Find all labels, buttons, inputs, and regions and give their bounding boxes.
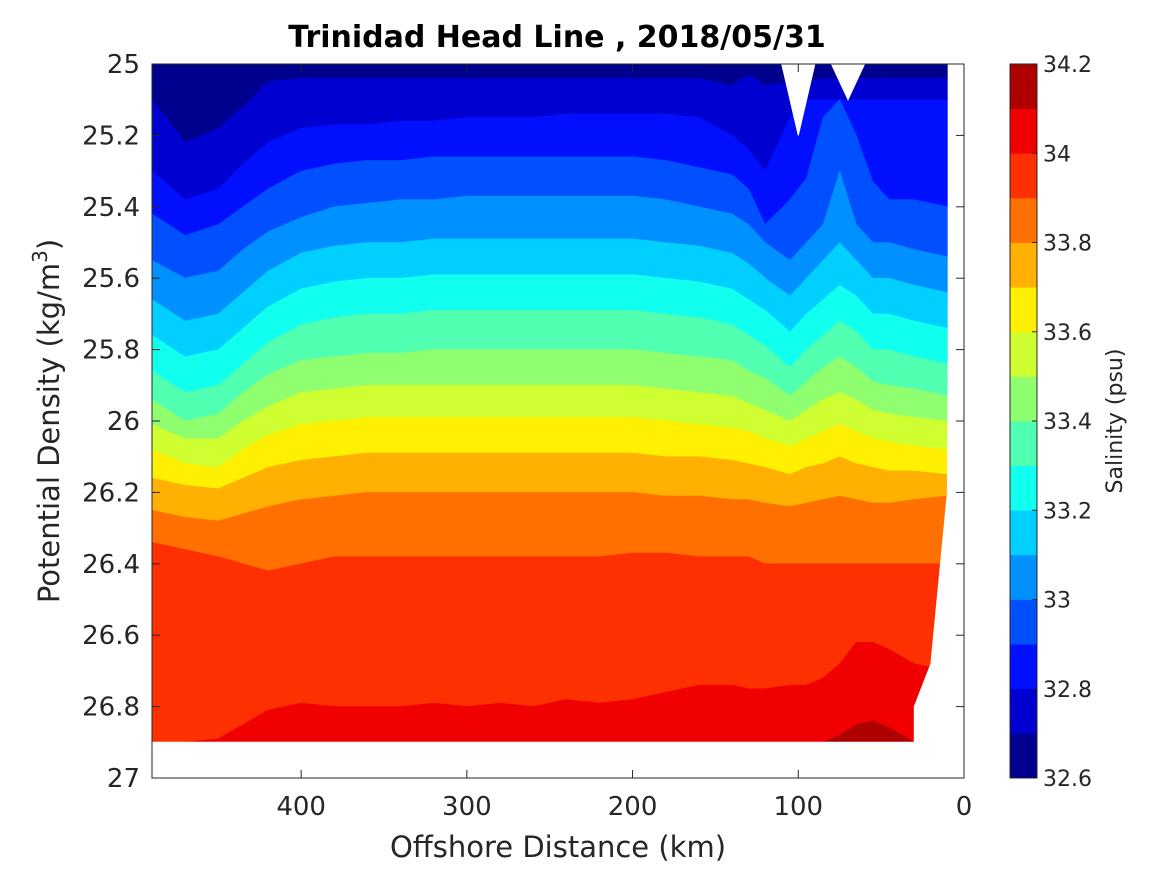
plot-area: 400 300 200 100 0 25 25.2 25.4 25.6 25.8 26 26.2 26… (82, 50, 972, 822)
colorbar: 32.6 32.8 33 33.2 33.4 33.6 33.8 34 34.2 Salinit… (1009, 53, 1128, 792)
no-data-region-3 (151, 741, 965, 779)
colorbar-swatch-11 (1010, 242, 1037, 288)
y-tick-label: 25.4 (82, 193, 140, 223)
y-tick-label: 26 (107, 407, 140, 437)
colorbar-tick-label: 33.4 (1043, 410, 1092, 435)
colorbar-tick-label: 32.8 (1043, 678, 1092, 703)
x-tick-label: 200 (608, 792, 658, 822)
x-tick-label: 400 (276, 792, 326, 822)
y-axis-label-tail: ) (32, 239, 66, 250)
colorbar-swatch-1 (1010, 688, 1037, 734)
x-tick-label: 100 (773, 792, 823, 822)
colorbar-tick-label: 32.6 (1043, 767, 1092, 792)
colorbar-tick-label: 33.6 (1043, 321, 1092, 346)
colorbar-swatches (1010, 64, 1037, 779)
x-tick-label: 0 (956, 792, 973, 822)
y-tick-label: 25.6 (82, 264, 140, 294)
y-tick-label: 25 (107, 50, 140, 80)
colorbar-swatch-15 (1010, 64, 1037, 109)
colorbar-swatch-6 (1010, 465, 1037, 511)
colorbar-tick-label: 34.2 (1043, 53, 1092, 78)
colorbar-swatch-0 (1010, 733, 1037, 779)
y-tick-label: 26.2 (82, 478, 140, 508)
y-tick-label: 25.2 (82, 121, 140, 151)
colorbar-swatch-14 (1010, 108, 1037, 154)
contour-bands (151, 63, 948, 743)
y-tick-label: 27 (107, 764, 140, 794)
colorbar-swatch-4 (1010, 554, 1037, 600)
chart-title: Trinidad Head Line , 2018/05/31 (288, 20, 825, 55)
colorbar-swatch-9 (1010, 331, 1037, 377)
colorbar-tick-label: 33.2 (1043, 499, 1092, 524)
y-axis-label-main: Potential Density (kg/m (32, 263, 66, 603)
y-tick-label: 25.8 (82, 336, 140, 366)
y-axis-label-superscript: 3 (28, 250, 52, 263)
colorbar-tick-label: 34 (1043, 142, 1071, 167)
colorbar-tick-label: 33.8 (1043, 232, 1092, 257)
y-axis-label: Potential Density (kg/m3) (28, 239, 66, 603)
colorbar-tick-label: 33 (1043, 589, 1071, 614)
y-tick-label: 26.4 (82, 550, 140, 580)
colorbar-swatch-13 (1010, 153, 1037, 199)
y-tick-label: 26.6 (82, 621, 140, 651)
colorbar-swatch-7 (1010, 421, 1037, 466)
x-axis-label: Offshore Distance (km) (390, 830, 726, 864)
y-tick-label: 26.8 (82, 693, 140, 723)
x-tick-label: 300 (442, 792, 492, 822)
colorbar-swatch-5 (1010, 510, 1037, 556)
colorbar-label: Salinity (psu) (1103, 349, 1128, 494)
y-axis-ticks: 25 25.2 25.4 25.6 25.8 26 26.2 26.4 26.6 26.8 27 (82, 50, 964, 794)
colorbar-swatch-12 (1010, 197, 1037, 243)
colorbar-swatch-2 (1010, 644, 1037, 690)
colorbar-swatch-8 (1010, 376, 1037, 422)
colorbar-swatch-3 (1010, 599, 1037, 645)
colorbar-ticks: 32.6 32.8 33 33.2 33.4 33.6 33.8 34 34.2 (1032, 53, 1092, 792)
x-axis-ticks: 400 300 200 100 0 (276, 64, 972, 822)
colorbar-swatch-10 (1010, 287, 1037, 333)
